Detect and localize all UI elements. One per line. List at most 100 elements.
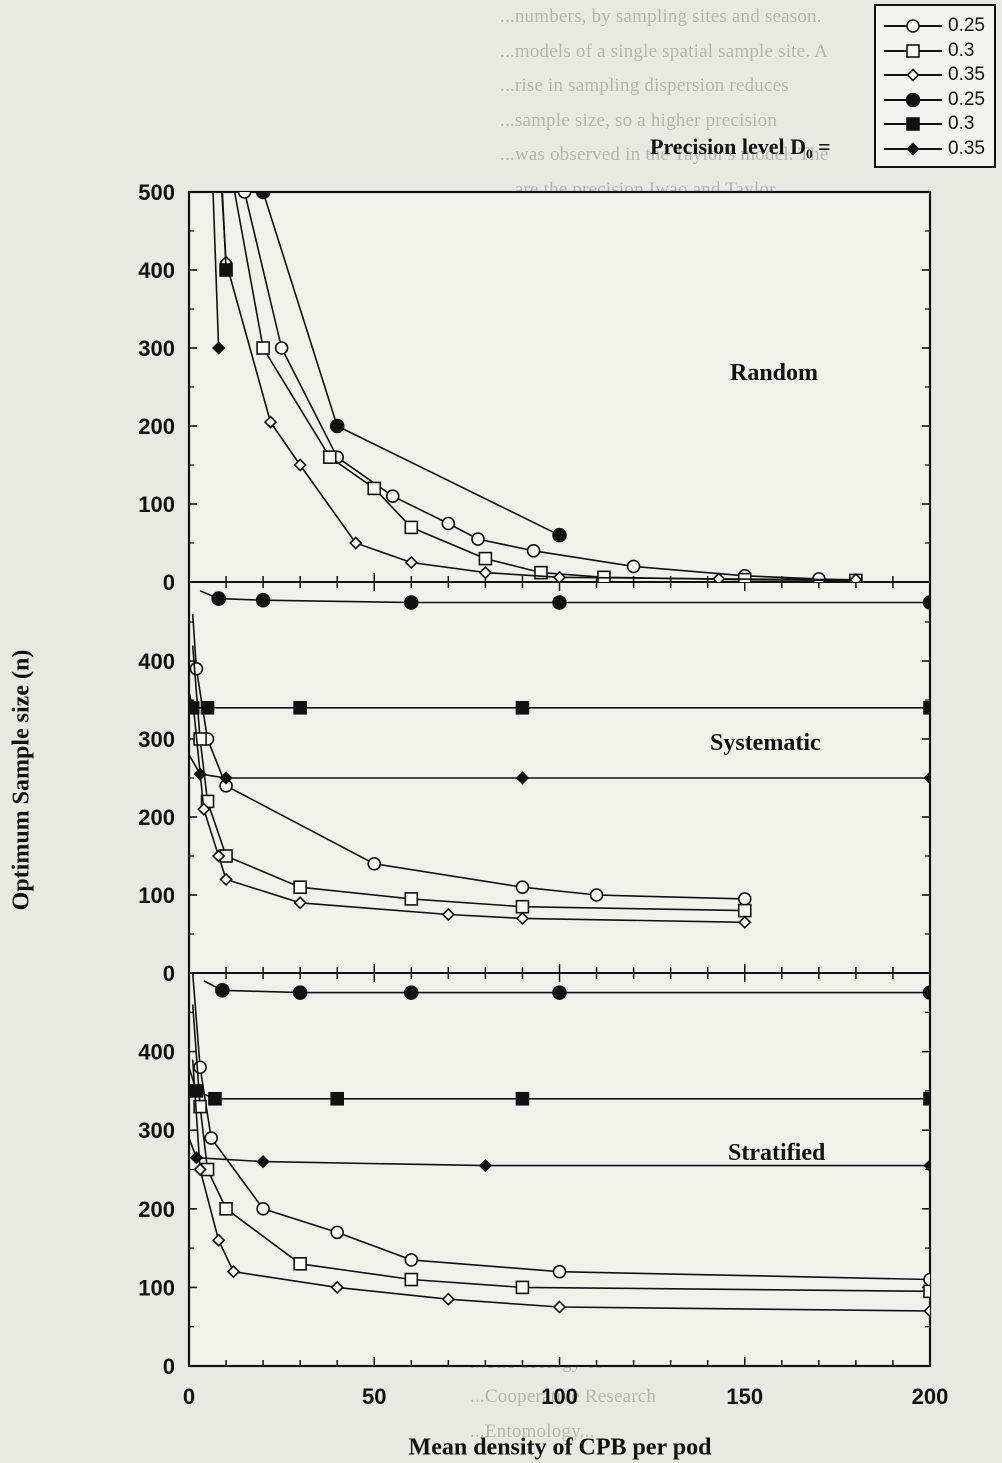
data-point-open-circle [367, 856, 382, 871]
data-point-open-square [256, 341, 270, 355]
data-point-filled-circle [552, 595, 567, 610]
series-line-open-square [191, 645, 745, 912]
data-point-open-diamond [404, 555, 418, 570]
data-point-open-circle [626, 559, 641, 574]
data-point-open-square [404, 892, 419, 906]
background-text-line: ...models of a single spatial sample sit… [500, 40, 829, 62]
data-point-filled-diamond [256, 1155, 270, 1169]
data-point-filled-square [200, 700, 215, 715]
data-point-open-circle [385, 489, 400, 504]
data-point-open-diamond [349, 536, 363, 550]
filled-diamond-icon [906, 141, 920, 156]
data-point-filled-circle [906, 92, 920, 107]
series-line-filled-circle [262, 192, 560, 536]
data-point-open-circle [193, 1060, 207, 1075]
data-point-filled-circle [255, 192, 271, 200]
y-tick-label: 0 [163, 961, 175, 986]
y-tick-label: 100 [138, 492, 175, 517]
data-point-filled-square [515, 1091, 530, 1106]
data-point-open-square [293, 880, 307, 895]
x-tick-label: 150 [726, 1384, 763, 1409]
data-point-filled-circle [552, 985, 567, 1000]
y-tick-label: 200 [138, 1197, 175, 1222]
data-point-filled-diamond [219, 771, 233, 785]
x-tick-label: 0 [183, 1384, 195, 1409]
data-point-open-diamond [552, 570, 567, 582]
y-tick-label: 200 [138, 805, 175, 830]
y-tick-label: 0 [163, 570, 175, 595]
filled-circle-icon [906, 92, 920, 107]
data-point-open-diamond [263, 415, 278, 429]
data-point-filled-diamond [923, 1158, 930, 1173]
data-point-open-circle [515, 880, 530, 895]
data-point-filled-circle [329, 418, 345, 434]
data-point-open-circle [204, 1131, 219, 1145]
legend-title: Precision level D₀ = [650, 134, 831, 159]
data-point-filled-circle [255, 592, 271, 608]
data-point-open-circle [404, 1253, 419, 1267]
data-point-open-square [322, 450, 337, 465]
series-line-open-diamond [191, 1059, 930, 1312]
y-tick-label: 500 [138, 180, 175, 205]
data-point-open-circle [256, 1202, 270, 1216]
legend-label: 0.25 [948, 88, 985, 110]
open-diamond-icon [906, 68, 920, 82]
data-point-open-circle [471, 532, 485, 546]
background-text-line: ...sample size, so a higher precision [500, 109, 778, 131]
data-point-open-diamond [212, 849, 226, 863]
data-point-open-diamond [712, 572, 726, 582]
x-tick-label: 200 [912, 1384, 949, 1409]
y-tick-label: 0 [163, 1354, 175, 1379]
data-point-open-diamond [293, 458, 307, 472]
legend-entry: 0.3 [876, 112, 994, 136]
data-point-open-square [515, 899, 530, 914]
filled-square-icon [906, 117, 920, 131]
data-point-open-diamond [226, 1265, 241, 1279]
legend-label: 0.35 [948, 64, 985, 85]
x-tick-label: 100 [541, 1384, 578, 1409]
data-point-filled-diamond [193, 767, 207, 781]
data-point-open-diamond [293, 896, 307, 910]
legend: 0.25 0.3 0.35 0.25 0.3 0.35 [874, 4, 996, 168]
data-point-open-circle [330, 1225, 345, 1240]
data-point-filled-diamond [478, 1158, 493, 1173]
data-point-open-circle [552, 1264, 567, 1279]
panel-title-random: Random [730, 360, 819, 386]
background-text-line: ...Cooperative Research [470, 1386, 657, 1407]
data-point-filled-square [208, 1091, 222, 1106]
data-point-open-diamond [515, 911, 530, 926]
data-point-open-square [478, 551, 493, 566]
data-point-filled-circle [403, 595, 419, 610]
data-point-open-circle [737, 892, 752, 906]
x-tick-label: 50 [362, 1384, 386, 1409]
y-axis-label: Optimum Sample size (n) [8, 649, 35, 911]
legend-entry: 0.25 [876, 14, 994, 38]
background-text-line: ...Entomology... [470, 1420, 595, 1442]
data-point-open-diamond [193, 1162, 207, 1177]
data-point-open-square [923, 1284, 930, 1299]
data-point-filled-diamond [189, 1151, 204, 1165]
data-point-open-square [293, 1257, 307, 1271]
y-tick-label: 300 [138, 727, 175, 752]
data-point-open-circle [441, 516, 456, 531]
open-square-icon [906, 43, 920, 58]
panel-series-group [212, 192, 863, 582]
data-point-open-square [404, 1272, 419, 1287]
y-tick-label: 400 [138, 258, 175, 283]
data-point-open-square [737, 903, 752, 918]
plot-frame [187, 190, 932, 1368]
legend-label: 0.35 [948, 137, 985, 159]
background-text-line: ...numbers, by sampling sites and season… [500, 6, 822, 27]
data-point-open-square [404, 520, 419, 535]
data-point-filled-square [906, 117, 920, 131]
data-point-open-diamond [738, 915, 752, 929]
data-point-open-square [367, 481, 382, 496]
data-point-open-diamond [478, 566, 493, 580]
data-point-filled-circle [292, 985, 308, 1000]
data-point-filled-square [923, 700, 930, 715]
data-point-open-diamond [212, 1233, 226, 1247]
legend-entry: 0.35 [876, 137, 994, 161]
data-point-open-diamond [197, 802, 211, 816]
legend-entry: 0.3 [876, 39, 994, 63]
